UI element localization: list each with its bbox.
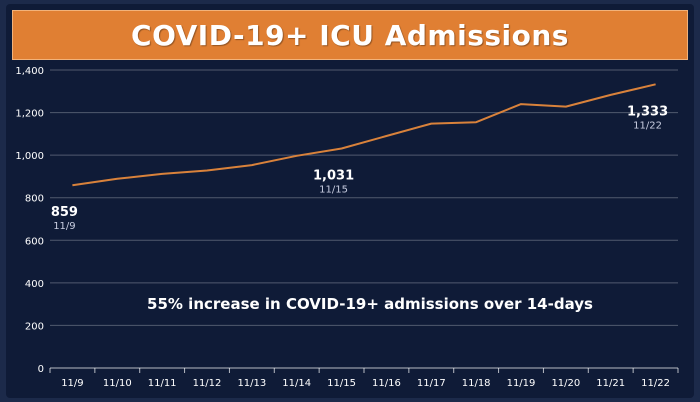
y-tick-label: 600 — [25, 236, 44, 247]
data-label-value: 859 — [51, 205, 78, 220]
chart-annotation-note: 55% increase in COVID-19+ admissions ove… — [147, 295, 593, 313]
y-tick-label: 1,200 — [15, 109, 44, 120]
x-tick-label: 11/12 — [193, 378, 222, 389]
series-line — [72, 83, 656, 187]
x-tick-label: 11/11 — [148, 378, 177, 389]
x-tick-label: 11/21 — [596, 378, 625, 389]
x-tick-label: 11/13 — [237, 378, 266, 389]
chart-panel — [6, 4, 694, 398]
x-tick-label: 11/17 — [417, 378, 446, 389]
chart-title: COVID-19+ ICU Admissions — [131, 18, 569, 52]
x-tick-label: 11/20 — [551, 378, 580, 389]
y-tick-label: 1,400 — [15, 66, 44, 77]
y-tick-label: 0 — [38, 364, 44, 375]
y-tick-label: 1,000 — [15, 151, 44, 162]
x-tick-label: 11/10 — [103, 378, 132, 389]
x-tick-label: 11/14 — [282, 378, 311, 389]
y-tick-label: 400 — [25, 279, 44, 290]
data-label-value: 1,031 — [313, 169, 354, 184]
x-tick-label: 11/15 — [327, 378, 356, 389]
x-tick-label: 11/18 — [462, 378, 491, 389]
data-label-date: 11/22 — [633, 120, 662, 131]
y-tick-label: 800 — [25, 194, 44, 205]
x-tick-label: 11/16 — [372, 378, 401, 389]
x-tick-label: 11/19 — [507, 378, 536, 389]
data-label-date: 11/15 — [319, 185, 348, 196]
data-label-date: 11/9 — [53, 221, 75, 232]
title-bar: COVID-19+ ICU Admissions — [12, 10, 688, 60]
data-label-value: 1,333 — [627, 104, 668, 119]
x-tick-label: 11/9 — [61, 378, 83, 389]
y-tick-label: 200 — [25, 321, 44, 332]
x-tick-label: 11/22 — [641, 378, 670, 389]
